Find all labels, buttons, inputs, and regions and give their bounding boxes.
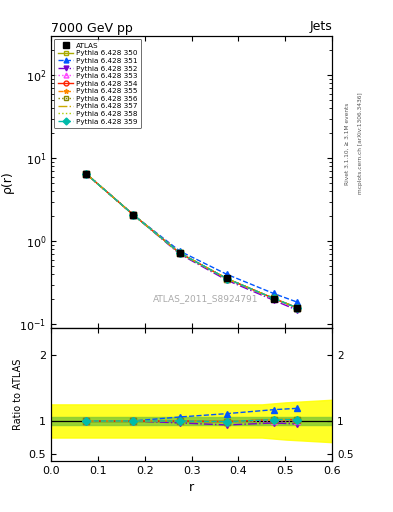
Y-axis label: ρ(r): ρ(r) bbox=[1, 170, 14, 194]
Text: mcplots.cern.ch [arXiv:1306.3436]: mcplots.cern.ch [arXiv:1306.3436] bbox=[358, 93, 363, 194]
Text: 7000 GeV pp: 7000 GeV pp bbox=[51, 22, 133, 35]
Y-axis label: Ratio to ATLAS: Ratio to ATLAS bbox=[13, 359, 23, 430]
Text: ATLAS_2011_S8924791: ATLAS_2011_S8924791 bbox=[153, 294, 258, 303]
X-axis label: r: r bbox=[189, 481, 194, 494]
Text: Jets: Jets bbox=[309, 20, 332, 33]
Legend: ATLAS, Pythia 6.428 350, Pythia 6.428 351, Pythia 6.428 352, Pythia 6.428 353, P: ATLAS, Pythia 6.428 350, Pythia 6.428 35… bbox=[54, 39, 141, 128]
Text: Rivet 3.1.10, ≥ 3.1M events: Rivet 3.1.10, ≥ 3.1M events bbox=[345, 102, 350, 184]
